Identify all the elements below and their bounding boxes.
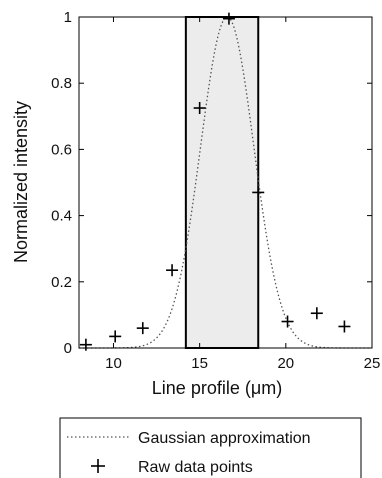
y-tick-label: 0.8 (51, 75, 72, 92)
legend-raw-label: Raw data points (138, 459, 253, 476)
legend-gaussian-label: Gaussian approximation (138, 430, 311, 447)
x-axis-label: Line profile (μm) (152, 378, 282, 398)
legend-raw-swatch (91, 459, 105, 473)
raw-data-point (79, 338, 92, 351)
highlight-region (184, 16, 260, 349)
raw-data-point (222, 12, 235, 25)
y-tick-label: 0.4 (51, 208, 72, 225)
y-tick-label: 1 (64, 9, 72, 26)
legend: Gaussian approximation Raw data points (59, 417, 362, 478)
raw-data-points-layer (79, 12, 351, 351)
raw-data-point (166, 264, 179, 277)
raw-data-point (338, 320, 351, 333)
raw-data-point (310, 307, 323, 320)
x-tick-label: 25 (364, 355, 381, 372)
y-axis-label: Normalized intensity (11, 101, 31, 263)
plot-area-frame (78, 16, 373, 349)
raw-data-point (281, 315, 294, 328)
axis-ticks-layer: 10 15 20 25 0 0.2 0.4 0.6 0.8 1 (51, 9, 380, 372)
y-tick-label: 0 (64, 340, 72, 357)
x-tick-label: 20 (277, 355, 294, 372)
highlight-region-layer (184, 16, 260, 349)
y-tick-label: 0.6 (51, 141, 72, 158)
raw-data-point (136, 322, 149, 335)
raw-data-point (109, 330, 122, 343)
y-tick-label: 0.2 (51, 274, 72, 291)
x-tick-label: 15 (191, 355, 208, 372)
legend-box (59, 417, 362, 478)
raw-data-point (252, 186, 265, 199)
raw-data-point (193, 102, 206, 115)
x-tick-label: 10 (105, 355, 122, 372)
